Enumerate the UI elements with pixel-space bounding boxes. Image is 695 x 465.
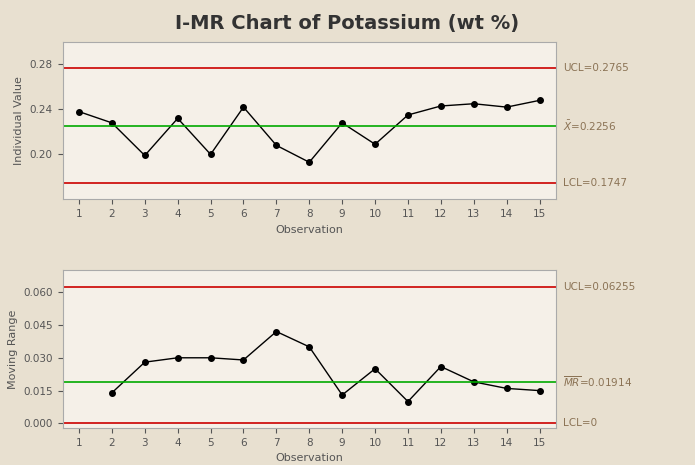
Text: LCL=0.1747: LCL=0.1747 [563, 178, 627, 188]
Y-axis label: Individual Value: Individual Value [14, 76, 24, 165]
Y-axis label: Moving Range: Moving Range [8, 309, 17, 389]
Text: I-MR Chart of Potassium (wt %): I-MR Chart of Potassium (wt %) [175, 14, 520, 33]
Text: $\bar{X}$=0.2256: $\bar{X}$=0.2256 [563, 119, 616, 133]
Text: LCL=0: LCL=0 [563, 418, 597, 428]
Text: UCL=0.06255: UCL=0.06255 [563, 282, 635, 292]
X-axis label: Observation: Observation [275, 453, 343, 463]
X-axis label: Observation: Observation [275, 225, 343, 235]
Text: UCL=0.2765: UCL=0.2765 [563, 63, 629, 73]
Text: $\overline{MR}$=0.01914: $\overline{MR}$=0.01914 [563, 374, 632, 389]
